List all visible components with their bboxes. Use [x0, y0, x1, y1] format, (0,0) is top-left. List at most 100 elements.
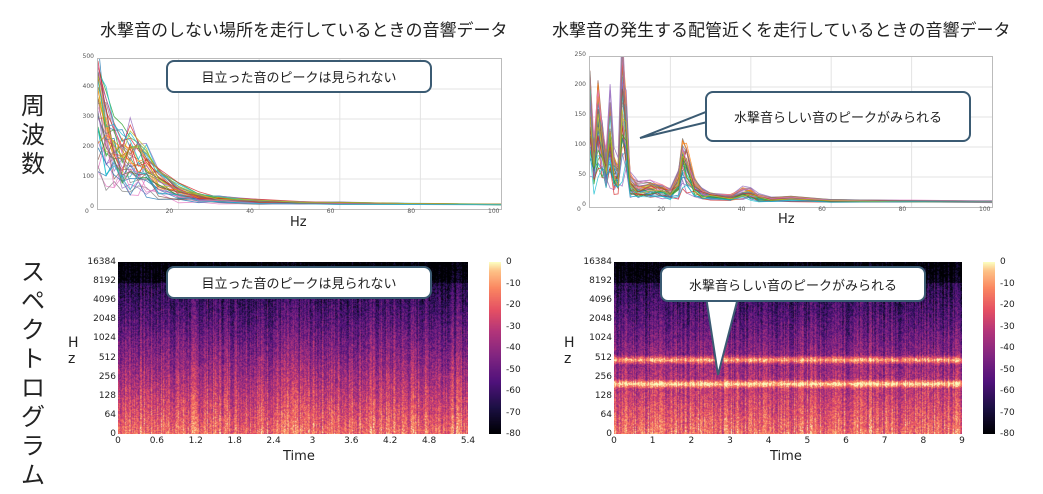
frequency-plot-right-y-tick: 150	[574, 111, 586, 118]
frequency-plot-left-series-line	[98, 110, 501, 205]
spectrogram-right-x-tick: 9	[959, 436, 965, 446]
spectrogram-right-xlabel: Time	[770, 449, 802, 464]
spectrogram-right-x-tick: 1	[649, 436, 656, 446]
colorbar-right-tick: -80	[1000, 429, 1015, 439]
colorbar-left-tick: -30	[506, 321, 521, 332]
spectrogram-right-x-tick: 2	[688, 436, 695, 446]
frequency-plot-left-xlabel: Hz	[290, 215, 307, 230]
frequency-plot-left-xaxis: 0 20 40 60 80 100	[85, 208, 500, 218]
colorbar-left-tick: -10	[506, 278, 521, 289]
frequency-plot-right-xlabel: Hz	[778, 212, 795, 227]
colorbar-right-tick: -60	[1000, 386, 1015, 396]
spectrogram-right-ylabel: H z	[564, 335, 575, 367]
colorbar-left-tick: -70	[506, 407, 521, 418]
frequency-plot-left-series-line	[98, 117, 501, 205]
spectrogram-left-x-tick: 3.6	[344, 436, 359, 446]
colorbar-right	[983, 262, 995, 434]
spectrogram-right-x-tick: 6	[843, 436, 849, 446]
spectrogram-left-y-tick: 256	[98, 371, 116, 382]
spectrogram-left-x-tick: 2.4	[266, 436, 281, 446]
frequency-plot-left-x-tick: 40	[246, 208, 254, 215]
callout-no-peak-frequency: 目立った音のピークは見られない	[166, 60, 432, 93]
frequency-plot-left-y-tick: 100	[82, 173, 94, 180]
frequency-plot-right-y-tick: 100	[574, 141, 586, 148]
colorbar-left-tick: 0	[506, 257, 512, 267]
spectrogram-left-y-tick: 0	[110, 429, 116, 439]
colorbar-right-tick: -50	[1000, 364, 1015, 375]
colorbar-right-canvas	[983, 262, 995, 434]
spectrogram-left-ylabel-z: z	[68, 351, 76, 367]
spectrogram-right-y-tick: 8192	[589, 276, 612, 287]
spectrogram-left-y-tick: 16384	[87, 257, 116, 267]
frequency-plot-left-y-tick: 300	[82, 113, 94, 120]
row-label-frequency-char: 周	[21, 92, 45, 120]
spectrogram-left-y-tick: 512	[98, 352, 116, 363]
frequency-plot-right-x-tick: 40	[737, 206, 746, 213]
spectrogram-right-ylabel-z: z	[564, 351, 572, 367]
spectrogram-left-y-tick: 128	[98, 390, 116, 401]
spectrogram-right-y-tick: 4096	[589, 295, 612, 306]
frequency-plot-left-yaxis: 500 400 300 200 100 0	[78, 53, 94, 210]
frequency-plot-left-y-tick: 500	[82, 53, 94, 60]
spectrogram-right-x-tick: 0	[611, 436, 617, 446]
row-label-frequency: 周波数	[18, 92, 48, 179]
row-label-spectrogram-char: ク	[21, 316, 45, 344]
frequency-plot-right-series-line	[590, 130, 992, 203]
colorbar-left	[489, 262, 501, 434]
spectrogram-left-y-tick: 4096	[93, 295, 116, 306]
row-label-spectrogram-char: グ	[21, 403, 45, 431]
frequency-plot-left-series-line	[98, 117, 501, 205]
spectrogram-right-y-tick: 1024	[589, 333, 612, 344]
spectrogram-left-xlabel: Time	[283, 449, 315, 464]
spectrogram-right-x-tick: 5	[804, 436, 811, 446]
frequency-plot-left-x-tick: 100	[488, 208, 500, 215]
colorbar-right-tick: -40	[1000, 343, 1015, 353]
spectrogram-left-y-tick: 8192	[93, 276, 116, 287]
row-label-spectrogram-char: ラ	[21, 432, 45, 460]
row-label-frequency-char: 波	[21, 121, 45, 149]
callout-no-peak-spectrogram: 目立った音のピークは見られない	[166, 266, 432, 299]
colorbar-left-canvas	[489, 262, 501, 434]
spectrogram-right-y-tick: 0	[606, 429, 612, 439]
frequency-plot-right-y-tick: 50	[578, 171, 586, 178]
left-column-title: 水撃音のしない場所を走行しているときの音響データ	[100, 21, 508, 41]
spectrogram-left-x-tick: 3	[309, 436, 316, 446]
colorbar-right-tick: -20	[1000, 300, 1015, 310]
spectrogram-left-y-tick: 1024	[93, 333, 116, 344]
frequency-plot-left-y-tick: 200	[82, 143, 94, 150]
row-label-spectrogram-char: ペ	[21, 287, 45, 315]
spectrogram-left-y-tick: 2048	[93, 314, 116, 325]
callout-peak-spectrogram-pointer	[703, 290, 742, 376]
spectrogram-right-y-tick: 256	[594, 371, 612, 382]
row-label-spectrogram: スペクトログラム	[18, 258, 48, 490]
frequency-plot-right-x-tick: 20	[657, 206, 666, 213]
spectrogram-right-yaxis: 16384 8192 4096 2048 1024 512 256 128 64 0	[564, 257, 612, 439]
spectrogram-left-x-tick: 1.8	[227, 436, 242, 446]
frequency-plot-right-x-tick: 0	[577, 206, 581, 213]
spectrogram-left-x-tick: 0.6	[149, 436, 165, 446]
spectrogram-left-xaxis: 0 0.6 1.2 1.8 2.4 3 3.6 4.2 4.8 5.4	[115, 436, 475, 448]
frequency-plot-left-x-tick: 0	[85, 208, 89, 215]
spectrogram-left-x-tick: 4.8	[421, 436, 437, 446]
colorbar-right-ticks: 0 -10 -20 -30 -40 -50 -60 -70 -80	[998, 257, 1034, 439]
spectrogram-right-ylabel-h: H	[564, 335, 575, 351]
row-label-spectrogram-char: ム	[21, 461, 45, 489]
frequency-plot-left-series-line	[98, 90, 501, 205]
row-label-spectrogram-char: ス	[21, 258, 45, 286]
frequency-plot-right-xaxis: 0 20 40 60 80 100	[577, 206, 991, 216]
spectrogram-left-x-tick: 1.2	[188, 436, 203, 446]
spectrogram-left-y-tick: 64	[104, 409, 116, 420]
colorbar-right-tick: -70	[1000, 407, 1015, 418]
frequency-plot-right-series-line	[590, 57, 992, 202]
spectrogram-left-x-tick: 4.2	[383, 436, 398, 446]
callout-peak-spectrogram: 水撃音らしい音のピークがみられる	[660, 266, 926, 302]
spectrogram-right-y-tick: 2048	[589, 314, 612, 325]
spectrogram-right-y-tick: 16384	[583, 257, 612, 267]
spectrogram-right-xaxis: 0 1 2 3 4 5 6 7 8 9	[611, 436, 965, 448]
colorbar-right-tick: -10	[1000, 278, 1015, 289]
frequency-plot-right-canvas	[590, 57, 992, 207]
spectrogram-left-yaxis: 16384 8192 4096 2048 1024 512 256 128 64 0	[68, 257, 116, 439]
colorbar-left-tick: -60	[506, 386, 521, 396]
frequency-plot-left-x-tick: 60	[326, 208, 335, 215]
spectrogram-right-x-tick: 7	[881, 436, 888, 446]
